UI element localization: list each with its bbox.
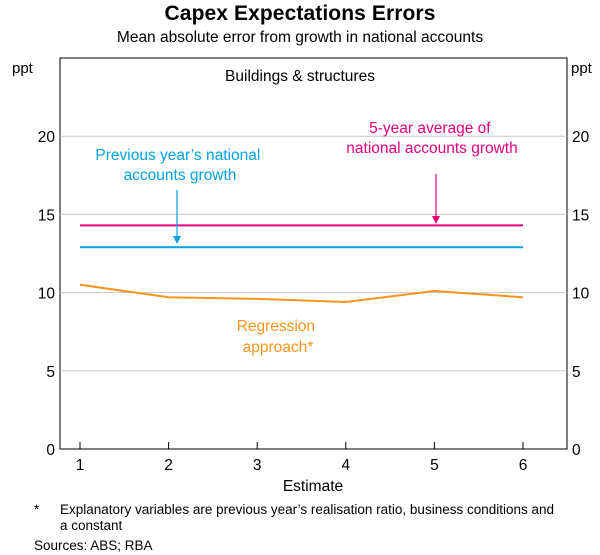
label-previous-year-line2: accounts growth [124, 167, 237, 184]
y-tick-label-left: 0 [46, 442, 55, 459]
x-tick-label: 6 [519, 457, 528, 474]
arrow-previous-year [173, 190, 181, 244]
y-tick-label-right: 15 [572, 207, 589, 224]
arrow-5yr-average [432, 174, 440, 224]
y-tick-label-right: 20 [572, 129, 590, 146]
x-tick-label: 3 [253, 457, 262, 474]
y-tick-label-left: 15 [38, 207, 55, 224]
plot-frame [59, 57, 568, 450]
y-tick-label-right: 5 [572, 364, 581, 381]
y-tick-label-right: 0 [572, 442, 581, 459]
footnote-text: Explanatory variables are previous year’… [60, 502, 555, 533]
y-axis-right: 0 5 10 15 20 [572, 129, 590, 459]
label-5yr-average-line1: 5-year average of [369, 120, 491, 137]
sources: Sources: ABS; RBA [34, 538, 153, 553]
y-axis-left-unit: ppt [12, 60, 34, 77]
footnote-marker: * [34, 502, 40, 517]
y-axis-right-unit: ppt [571, 60, 593, 77]
label-5yr-average-line2: national accounts growth [346, 140, 517, 157]
chart-subtitle: Mean absolute error from growth in natio… [116, 29, 484, 46]
x-tick-label: 2 [164, 457, 173, 474]
x-axis-label: Estimate [283, 478, 343, 495]
y-tick-label-left: 10 [38, 286, 56, 303]
x-axis: 1 2 3 4 5 6 [76, 442, 528, 474]
y-axis-left: 0 5 10 15 20 [38, 129, 56, 459]
label-regression-line2: approach* [243, 339, 314, 356]
label-previous-year-line1: Previous year’s national [95, 147, 260, 164]
series-line-regression-approach [79, 283, 524, 303]
label-5yr-average: 5-year average of national accounts grow… [346, 120, 517, 157]
x-tick-label: 1 [76, 457, 85, 474]
label-regression-line1: Regression [237, 318, 315, 335]
series-group [79, 224, 524, 303]
label-previous-year: Previous year’s national accounts growth [95, 147, 264, 184]
chart-title: Capex Expectations Errors [164, 2, 436, 25]
x-tick-label: 5 [430, 457, 439, 474]
label-regression: Regression approach* [237, 318, 320, 356]
y-tick-label-left: 20 [38, 129, 56, 146]
y-tick-label-right: 10 [572, 286, 590, 303]
y-tick-label-left: 5 [46, 364, 55, 381]
gridlines [60, 135, 567, 372]
x-tick-label: 4 [341, 457, 350, 474]
panel-title: Buildings & structures [225, 68, 375, 85]
